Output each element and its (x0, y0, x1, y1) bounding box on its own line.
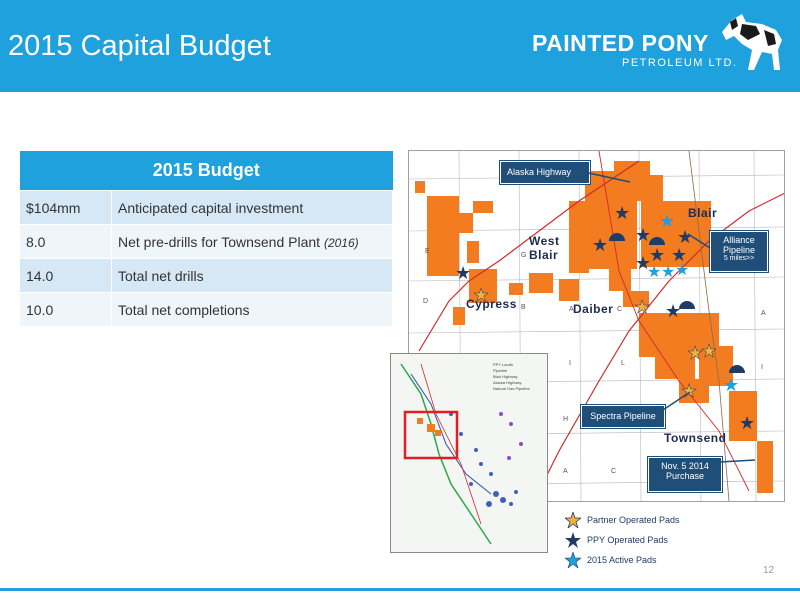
table-row: 10.0 Total net completions (20, 292, 393, 326)
partner-star-icon (565, 512, 581, 528)
inset-map: PPY Lands Pipeline Blair Highway Alaska … (390, 353, 548, 553)
inset-legend-item: Blair Highway (493, 374, 518, 379)
svg-text:A: A (761, 310, 766, 317)
svg-text:★: ★ (634, 297, 650, 317)
callout-arrows (583, 171, 756, 463)
callout-alliance-pipeline: Alliance Pipeline 5 miles>> (710, 231, 768, 272)
svg-text:I: I (761, 364, 763, 371)
inset-legend-item: Natural Gas Pipeline (493, 386, 530, 391)
budget-amount: $104mm (20, 190, 112, 225)
budget-amount: 14.0 (20, 258, 112, 293)
page-number: 12 (763, 565, 775, 576)
logo-name: PAINTED PONY (532, 30, 709, 56)
svg-text:C: C (611, 468, 616, 475)
callout-alliance-text: Alliance Pipeline (722, 235, 756, 255)
svg-text:★: ★ (473, 285, 489, 305)
budget-description: Net pre-drills for Townsend Plant (2016) (111, 224, 393, 259)
svg-text:★: ★ (635, 253, 651, 273)
budget-table-header: 2015 Budget (20, 151, 393, 191)
area-label-townsend: Townsend (664, 431, 727, 445)
area-label-west-blair-1: West (529, 234, 560, 248)
svg-text:★: ★ (665, 301, 681, 321)
callout-alliance-distance: 5 miles>> (723, 255, 755, 262)
area-label-west-blair-2: Blair (529, 248, 559, 262)
svg-text:★: ★ (723, 375, 739, 395)
svg-text:★: ★ (661, 264, 675, 281)
map-legend: Partner Operated Pads PPY Operated Pads … (565, 510, 680, 570)
budget-description: Anticipated capital investment (111, 190, 393, 225)
svg-text:G: G (521, 252, 526, 259)
legend-item: 2015 Active Pads (565, 550, 680, 570)
inset-map-graphic (400, 363, 523, 545)
svg-text:D: D (423, 298, 428, 305)
legend-label: Partner Operated Pads (587, 515, 680, 525)
budget-amount: 10.0 (20, 292, 112, 326)
svg-text:I: I (569, 360, 571, 367)
ppy-star-icon (565, 532, 581, 548)
legend-item: PPY Operated Pads (565, 530, 680, 550)
svg-text:★: ★ (687, 343, 703, 363)
active-star-icon (565, 552, 581, 568)
legend-label: 2015 Active Pads (587, 555, 657, 565)
svg-text:★: ★ (647, 264, 661, 281)
svg-text:★: ★ (592, 235, 608, 255)
legend-item: Partner Operated Pads (565, 510, 680, 530)
budget-description: Total net drills (111, 258, 393, 293)
budget-description: Total net completions (111, 292, 393, 326)
company-logo: PAINTED PONY PETROLEUM LTD. (532, 8, 794, 88)
svg-text:★: ★ (455, 263, 471, 283)
budget-table: 2015 Budget $104mm Anticipated capital i… (20, 151, 393, 326)
svg-text:L: L (621, 360, 625, 367)
area-label-blair: Blair (688, 206, 718, 220)
inset-legend-item: Alaska Highway (493, 380, 522, 385)
callout-purchase-date: Nov. 5 2014 (661, 461, 709, 471)
table-row: 14.0 Total net drills (20, 258, 393, 293)
inset-legend-item: PPY Lands (493, 362, 513, 367)
svg-text:★: ★ (739, 413, 755, 433)
svg-text:★: ★ (659, 211, 675, 231)
legend-label: PPY Operated Pads (587, 535, 668, 545)
pony-icon (722, 14, 782, 70)
svg-text:★: ★ (701, 341, 717, 361)
svg-text:★: ★ (614, 203, 630, 223)
area-label-cypress: Cypress (466, 297, 517, 311)
svg-text:A: A (563, 468, 568, 475)
svg-text:★: ★ (649, 245, 665, 265)
svg-text:H: H (563, 416, 568, 423)
inset-legend-item: Pipeline (493, 368, 508, 373)
callout-purchase-text: Purchase (665, 471, 705, 481)
logo-subtitle: PETROLEUM LTD. (622, 57, 738, 69)
svg-text:★: ★ (675, 262, 689, 279)
callout-spectra-pipeline: Spectra Pipeline (581, 405, 665, 428)
table-row: $104mm Anticipated capital investment (20, 190, 393, 225)
area-label-daiber: Daiber (573, 302, 614, 316)
budget-note: (2016) (323, 235, 359, 250)
land-map-graphic: ★ ★ ★ ★ ★ ★ ★ ★ ★ ★ ★ ★ ★ ★ ★ ★ ★ ★ ★ ★ … (409, 151, 784, 501)
svg-text:A: A (569, 306, 574, 313)
callout-purchase: Nov. 5 2014 Purchase (648, 457, 722, 492)
footer-rule (0, 588, 800, 591)
svg-text:E: E (425, 248, 430, 255)
svg-text:B: B (521, 304, 526, 311)
budget-amount: 8.0 (20, 224, 112, 259)
inset-legend: PPY Lands Pipeline Blair Highway Alaska … (493, 362, 530, 392)
svg-text:★: ★ (671, 245, 687, 265)
svg-text:C: C (617, 306, 622, 313)
table-row: 8.0 Net pre-drills for Townsend Plant (2… (20, 224, 393, 259)
svg-text:★: ★ (677, 227, 693, 247)
svg-text:★: ★ (635, 225, 651, 245)
slide-title: 2015 Capital Budget (8, 30, 271, 62)
slide-header: 2015 Capital Budget PAINTED PONY PETROLE… (0, 0, 800, 92)
